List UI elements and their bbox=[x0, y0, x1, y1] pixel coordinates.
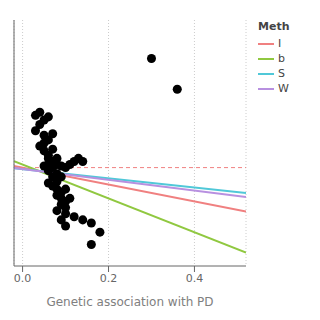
svg-text:0.4: 0.4 bbox=[186, 272, 204, 285]
svg-text:0.2: 0.2 bbox=[100, 272, 118, 285]
html-text:Meth: Meth bbox=[258, 20, 290, 33]
html-text:W: W bbox=[278, 82, 289, 95]
html-text:I: I bbox=[278, 37, 282, 50]
svg-text:0.0: 0.0 bbox=[14, 272, 32, 285]
html-text:b: b bbox=[278, 52, 285, 65]
svg-text:Genetic association with PD: Genetic association with PD bbox=[46, 295, 213, 309]
html-text:S: S bbox=[278, 67, 285, 80]
